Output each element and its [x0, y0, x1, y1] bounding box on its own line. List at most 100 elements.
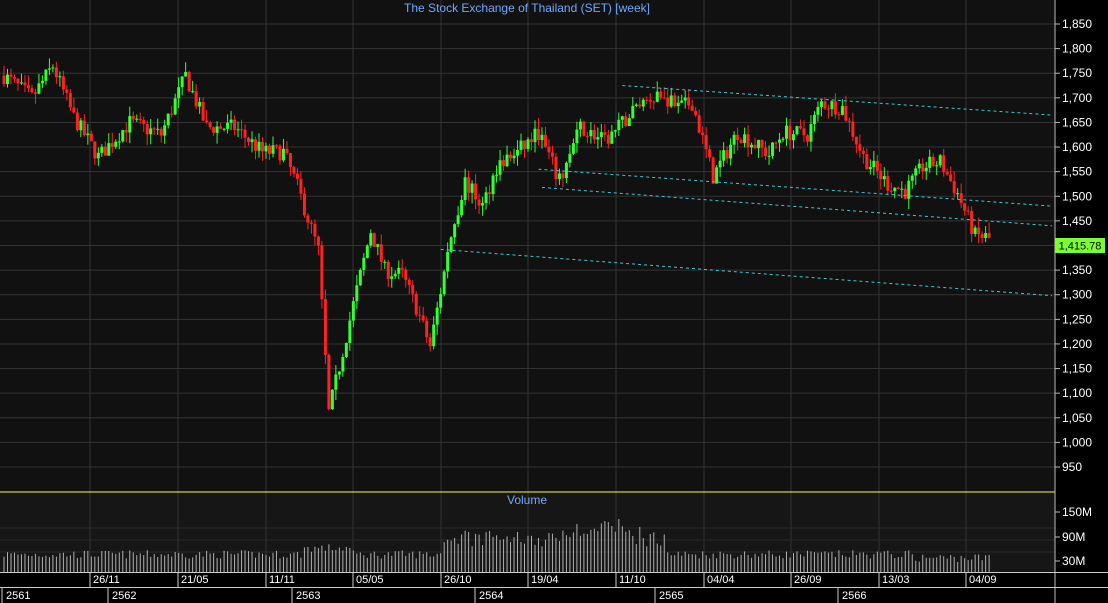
trendline — [538, 168, 1053, 207]
candle-body — [673, 95, 677, 107]
candle-body — [812, 114, 816, 125]
candle-body — [928, 156, 932, 168]
candle-body — [900, 188, 904, 190]
candle-body — [229, 119, 233, 123]
candle-body — [837, 114, 841, 116]
candle-body — [316, 236, 320, 246]
candle-body — [30, 88, 34, 93]
candle-body — [208, 122, 212, 128]
candle-body — [753, 144, 757, 149]
candle-body — [921, 163, 925, 172]
candle-body — [582, 121, 586, 136]
candle-body — [96, 152, 100, 159]
candle-body — [2, 75, 6, 85]
candle-body — [100, 146, 104, 153]
candle-body — [596, 137, 600, 140]
candle-body — [791, 134, 795, 141]
chart-title: The Stock Exchange of Thailand (SET) [we… — [404, 1, 650, 15]
candle-body — [26, 85, 30, 89]
candle-body — [945, 172, 949, 175]
candle-body — [540, 134, 544, 141]
year-tick-label: 2562 — [112, 590, 136, 602]
candle-body — [9, 74, 13, 77]
candle-body — [460, 200, 464, 216]
candle-body — [37, 83, 41, 94]
candle-body — [334, 374, 338, 390]
candle-body — [771, 142, 775, 156]
candle-body — [666, 97, 670, 107]
candle-body — [481, 203, 485, 206]
candle-body — [131, 116, 135, 120]
candle-body — [536, 128, 540, 141]
price-tick-label: 1,800 — [1062, 42, 1092, 56]
candle-body — [512, 155, 516, 159]
candle-body — [687, 97, 691, 106]
candle-body — [980, 234, 984, 238]
candle-body — [198, 101, 202, 107]
candle-body — [938, 155, 942, 166]
candle-body — [219, 126, 223, 129]
candle-body — [697, 115, 701, 133]
candle-body — [949, 174, 953, 182]
price-tick-label: 950 — [1062, 460, 1082, 474]
date-tick-label: 19/04 — [531, 574, 559, 586]
candle-body — [788, 125, 792, 141]
candle-body — [397, 267, 401, 274]
candle-body — [456, 215, 460, 225]
candle-body — [725, 150, 729, 159]
candle-body — [432, 324, 436, 347]
candle-body — [736, 134, 740, 140]
candle-body — [798, 126, 802, 129]
candle-body — [400, 267, 404, 270]
candle-body — [781, 138, 785, 140]
candle-body — [757, 139, 761, 149]
candle-body — [970, 211, 974, 234]
candle-body — [484, 192, 488, 204]
candle-body — [704, 135, 708, 150]
candle-body — [355, 285, 359, 302]
candle-body — [418, 314, 422, 316]
candle-body — [86, 133, 90, 136]
candle-body — [561, 173, 565, 178]
candle-body — [281, 148, 285, 161]
candle-body — [467, 177, 471, 193]
date-tick-label: 11/10 — [619, 574, 646, 586]
candle-body — [330, 389, 334, 410]
date-tick-label: 05/05 — [356, 574, 384, 586]
candle-body — [977, 227, 981, 235]
candle-body — [407, 279, 411, 285]
candle-body — [903, 188, 907, 199]
volume-axis: 30M 90M 150M — [1055, 505, 1092, 568]
candle-body — [942, 155, 946, 173]
candle-body — [568, 153, 572, 163]
candle-body — [889, 190, 893, 192]
candle-body — [449, 237, 453, 252]
volume-title: Volume — [507, 493, 547, 507]
price-tick-label: 1,000 — [1062, 435, 1092, 449]
candle-body — [250, 139, 254, 143]
date-axis: 26/11 21/05 11/11 05/05 26/10 19/04 11/10 04/04… — [89, 572, 997, 587]
candle-body — [732, 134, 736, 145]
volume-tick-label: 150M — [1062, 505, 1092, 519]
volume-bars — [3, 518, 990, 572]
candle-body — [313, 223, 317, 237]
candle-body — [795, 126, 799, 135]
candle-body — [306, 215, 310, 223]
candle-body — [180, 76, 184, 88]
candle-body — [659, 91, 663, 98]
date-tick-label: 26/11 — [93, 574, 120, 586]
candle-body — [844, 106, 848, 121]
year-tick-label: 2564 — [479, 590, 503, 602]
candle-body — [240, 129, 244, 131]
candle-body — [257, 141, 261, 151]
candle-body — [309, 222, 313, 224]
year-axis: 2561 2562 2563 2564 2565 2566 — [1, 587, 866, 603]
candle-body — [785, 125, 789, 139]
candle-body — [288, 153, 292, 168]
candle-body — [173, 98, 177, 115]
candle-body — [365, 245, 369, 258]
candle-body — [351, 301, 355, 321]
candle-body — [177, 87, 181, 99]
candle-body — [488, 192, 492, 195]
date-tick-label: 04/09 — [969, 574, 997, 586]
